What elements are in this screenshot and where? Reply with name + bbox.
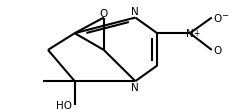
Text: N: N (186, 29, 194, 39)
Text: +: + (193, 28, 199, 37)
Text: O: O (100, 8, 108, 18)
Text: O: O (214, 45, 222, 55)
Text: O: O (214, 13, 222, 23)
Text: N: N (132, 83, 139, 93)
Text: HO: HO (56, 100, 72, 110)
Text: −: − (222, 11, 229, 20)
Text: N: N (132, 7, 139, 17)
